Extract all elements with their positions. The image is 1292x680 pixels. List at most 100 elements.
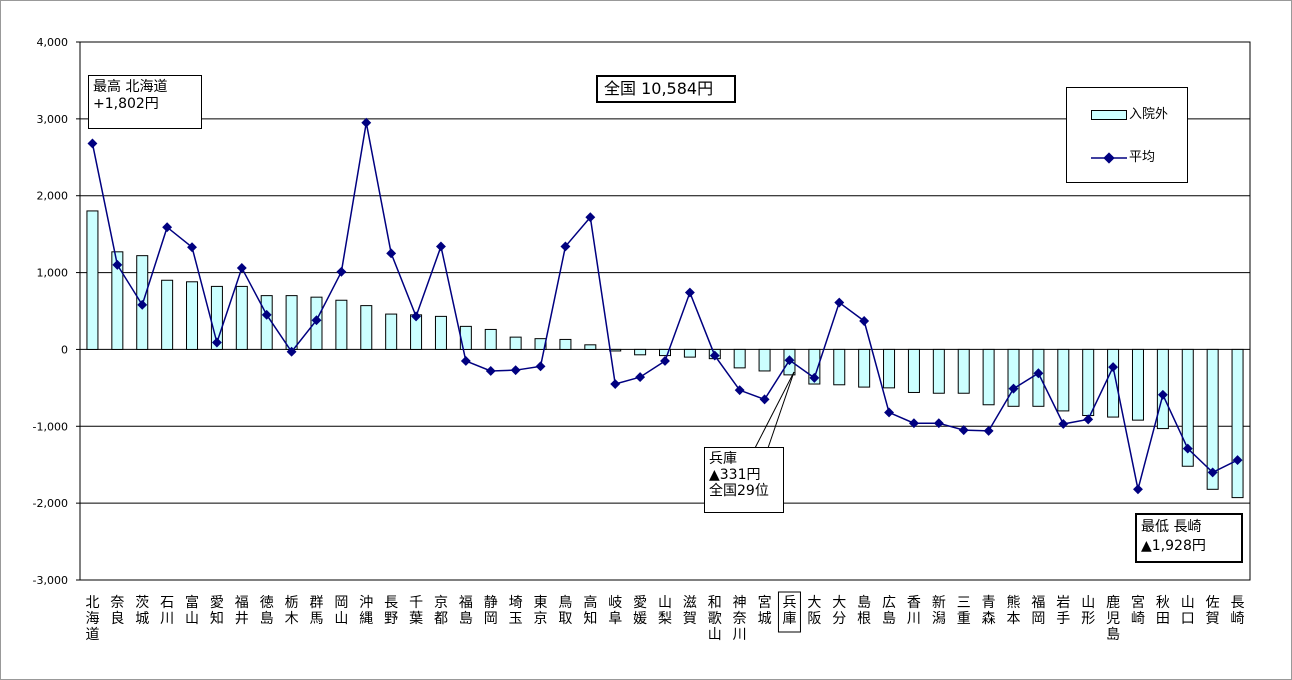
bar <box>235 285 248 350</box>
x-tick-char: 阜 <box>608 610 622 627</box>
bar <box>1082 348 1095 417</box>
bar <box>1181 348 1194 467</box>
bar <box>808 348 821 385</box>
x-tick-char: 山 <box>185 611 199 627</box>
x-tick-char: 媛 <box>633 611 647 627</box>
line-marker <box>734 385 745 396</box>
x-tick-char: 茨 <box>135 595 149 611</box>
y-tick-label: -1,000 <box>33 420 68 433</box>
x-tick-char: 長 <box>384 595 398 611</box>
x-tick-char: 富 <box>185 594 199 611</box>
line-marker <box>187 242 197 253</box>
line-marker <box>1232 455 1243 466</box>
x-tick-char: 和 <box>708 595 722 611</box>
x-tick-char: 大 <box>832 595 846 611</box>
legend-item-line: 平均 <box>1091 150 1155 166</box>
x-tick-char: 手 <box>1056 611 1070 627</box>
x-tick-char: 徳 <box>260 595 274 611</box>
line-marker <box>411 311 422 322</box>
x-tick-label: 鹿児島 <box>1106 594 1120 643</box>
x-tick-char: 縄 <box>359 611 373 627</box>
bar <box>982 348 995 406</box>
x-tick-label: 京都 <box>434 595 448 627</box>
x-tick-char: 崎 <box>1231 611 1245 627</box>
x-tick-char: 口 <box>1181 611 1195 627</box>
line-marker <box>286 346 297 357</box>
y-tick-label: -2,000 <box>33 497 68 510</box>
line-marker <box>1083 414 1094 425</box>
bar <box>1131 348 1144 421</box>
x-tick-char: 広 <box>882 595 896 611</box>
x-tick-char: 玉 <box>509 611 523 627</box>
x-tick-char: 知 <box>583 610 597 627</box>
x-tick-label: 千葉 <box>409 595 423 627</box>
bar <box>907 348 920 393</box>
x-tick-label: 群馬 <box>309 595 323 627</box>
x-tick-char: 島 <box>1106 627 1120 643</box>
line-marker <box>884 407 894 418</box>
bar <box>683 348 696 358</box>
x-tick-label: 徳島 <box>260 595 274 627</box>
x-tick-char: 山 <box>1181 595 1195 611</box>
line-marker <box>386 248 397 259</box>
y-tick-label: 1,000 <box>37 267 69 280</box>
x-tick-char: 城 <box>135 611 149 627</box>
legend-line-label: 平均 <box>1129 150 1156 165</box>
x-tick-label: 高知 <box>583 594 597 627</box>
x-tick-label: 福井 <box>235 595 249 627</box>
line-marker <box>684 287 695 298</box>
x-tick-label: 静岡 <box>484 595 498 627</box>
bar <box>559 338 572 350</box>
x-tick-char: 重 <box>957 611 971 627</box>
x-tick-label: 青森 <box>982 595 996 627</box>
line-marker <box>460 356 471 366</box>
x-tick-char: 島 <box>260 611 274 627</box>
line-marker <box>436 241 446 252</box>
legend-item-bar: 入院外 <box>1091 107 1168 123</box>
x-tick-label: 長崎 <box>1231 595 1245 627</box>
bar <box>509 336 522 350</box>
x-tick-char: 兵 <box>782 595 796 611</box>
bar <box>434 315 447 350</box>
x-tick-char: 静 <box>484 595 498 611</box>
bar <box>111 251 124 350</box>
x-tick-char: 愛 <box>633 595 647 611</box>
line-marker <box>1207 467 1218 478</box>
x-tick-char: 賀 <box>683 611 697 627</box>
chart-title: 全国 10,584円 <box>604 79 714 98</box>
x-tick-label: 茨城 <box>135 595 149 627</box>
x-tick-char: 阪 <box>807 611 821 627</box>
bar <box>733 348 746 369</box>
bar <box>609 348 622 352</box>
x-tick-char: 三 <box>957 595 971 611</box>
x-tick-char: 崎 <box>1131 611 1145 627</box>
chart-title-box: 全国 10,584円 <box>596 75 736 103</box>
x-tick-label: 秋田 <box>1156 595 1170 627</box>
x-tick-char: 奈 <box>733 611 747 627</box>
plot-area <box>79 41 1251 581</box>
hyogo-callout-pointer <box>754 371 795 449</box>
line-marker <box>1108 362 1119 373</box>
hyogo-callout-pointer-2 <box>767 371 795 449</box>
x-tick-char: 島 <box>882 611 896 627</box>
x-tick-label: 北海道 <box>85 595 99 643</box>
x-tick-char: 奈 <box>110 595 124 611</box>
line-marker <box>311 315 322 326</box>
line-series <box>87 117 1243 495</box>
line-marker <box>236 263 247 273</box>
line-marker <box>87 138 98 149</box>
x-tick-char: 島 <box>857 595 871 611</box>
bar <box>833 348 846 386</box>
x-tick-label: 和歌山 <box>708 595 722 643</box>
x-tick-char: 山 <box>708 627 722 643</box>
bar <box>1057 348 1070 412</box>
x-tick-char: 木 <box>285 611 299 627</box>
line-marker <box>610 379 621 389</box>
x-tick-char: 田 <box>1156 611 1170 627</box>
x-tick-label: 岐阜 <box>608 595 622 627</box>
x-tick-char: 川 <box>733 627 747 643</box>
x-tick-label: 三重 <box>957 595 971 627</box>
x-tick-char: 福 <box>235 595 249 611</box>
x-tick-char: 分 <box>832 611 846 627</box>
bar <box>1107 348 1120 418</box>
